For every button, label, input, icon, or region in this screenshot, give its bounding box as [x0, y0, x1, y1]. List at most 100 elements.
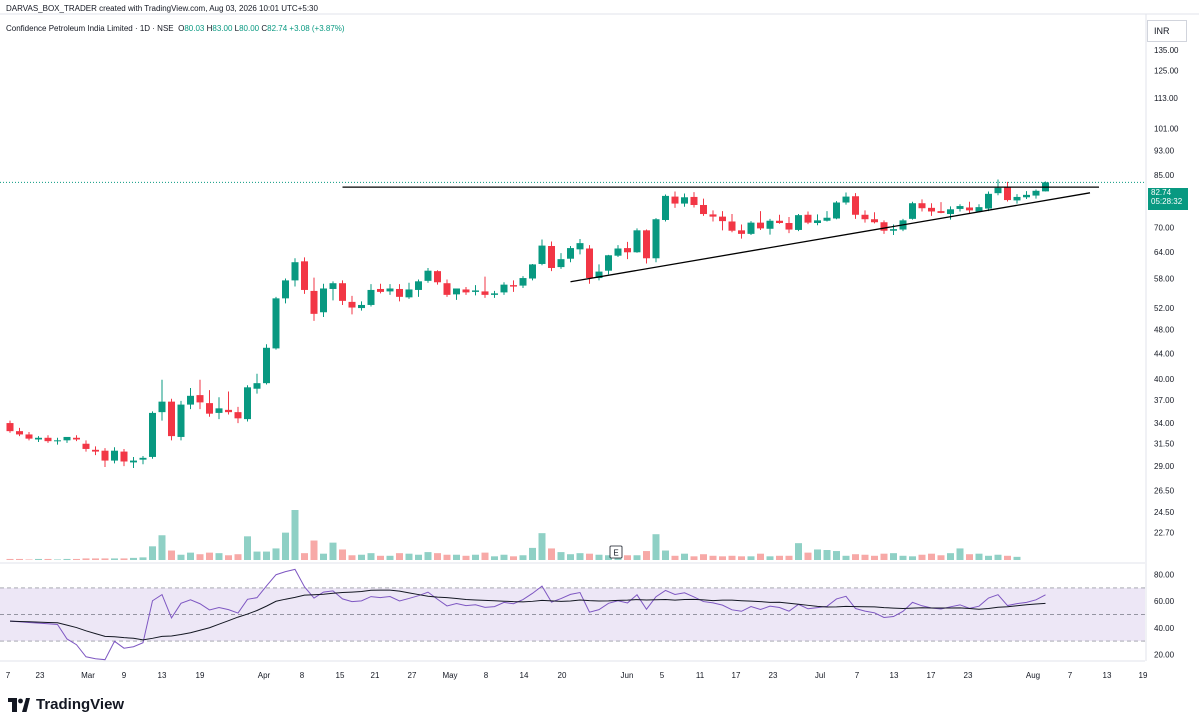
candle-body[interactable] — [776, 220, 783, 224]
candle-body[interactable] — [947, 209, 954, 215]
candle-body[interactable] — [481, 291, 489, 295]
candle-body[interactable] — [339, 283, 346, 301]
candle-body[interactable] — [291, 262, 299, 281]
candle-body[interactable] — [643, 230, 650, 259]
candle-body[interactable] — [956, 206, 964, 209]
tradingview-logo[interactable]: TradingView — [8, 696, 124, 713]
candle-body[interactable] — [586, 248, 593, 279]
candle-body[interactable] — [320, 288, 327, 313]
candle-body[interactable] — [187, 395, 194, 405]
candle-body[interactable] — [833, 202, 840, 219]
candle-body[interactable] — [44, 437, 52, 442]
candle-body[interactable] — [73, 437, 80, 440]
candle-body[interactable] — [728, 221, 736, 231]
candle-body[interactable] — [757, 222, 764, 229]
candle-body[interactable] — [700, 204, 707, 215]
symbol-legend[interactable]: Confidence Petroleum India Limited · 1D … — [6, 24, 345, 33]
candle-body[interactable] — [6, 423, 14, 432]
candle-body[interactable] — [966, 207, 973, 211]
candle-body[interactable] — [890, 229, 897, 231]
candle-body[interactable] — [101, 450, 109, 461]
candle-body[interactable] — [282, 280, 289, 299]
candle-body[interactable] — [519, 278, 527, 286]
candle-body[interactable] — [747, 222, 755, 234]
currency-unit-button[interactable]: INR — [1147, 20, 1187, 42]
candle-body[interactable] — [35, 437, 42, 440]
candle-body[interactable] — [861, 214, 869, 220]
candle-body[interactable] — [130, 460, 137, 463]
candle-body[interactable] — [1004, 186, 1011, 201]
candle-body[interactable] — [415, 281, 422, 290]
candle-body[interactable] — [1023, 194, 1030, 198]
candle-body[interactable] — [614, 248, 622, 256]
candle-body[interactable] — [177, 404, 185, 437]
candle-body[interactable] — [681, 197, 688, 204]
candle-body[interactable] — [25, 434, 33, 439]
candle-body[interactable] — [244, 387, 251, 420]
candle-body[interactable] — [253, 383, 261, 389]
candle-body[interactable] — [994, 187, 1002, 194]
candle-body[interactable] — [595, 271, 603, 279]
candle-body[interactable] — [377, 288, 384, 292]
candle-body[interactable] — [225, 409, 232, 413]
candle-body[interactable] — [329, 283, 337, 289]
candle-body[interactable] — [985, 193, 992, 209]
candle-body[interactable] — [766, 220, 774, 229]
candle-body[interactable] — [624, 248, 631, 253]
candle-body[interactable] — [814, 220, 821, 224]
candle-body[interactable] — [795, 215, 802, 230]
candle-body[interactable] — [1032, 190, 1040, 196]
candle-body[interactable] — [510, 285, 517, 287]
candle-body[interactable] — [671, 196, 679, 204]
candle-body[interactable] — [538, 245, 546, 264]
candle-body[interactable] — [310, 290, 318, 314]
candle-body[interactable] — [367, 289, 375, 305]
candle-body[interactable] — [92, 449, 99, 452]
candle-body[interactable] — [234, 412, 242, 419]
candle-body[interactable] — [158, 401, 166, 413]
candle-body[interactable] — [358, 304, 365, 309]
candle-body[interactable] — [709, 214, 717, 217]
candle-body[interactable] — [396, 288, 403, 297]
candle-body[interactable] — [975, 207, 983, 212]
candle-body[interactable] — [168, 401, 175, 437]
candle-body[interactable] — [434, 271, 441, 283]
candle-body[interactable] — [139, 457, 147, 460]
candle-body[interactable] — [111, 450, 118, 461]
candle-body[interactable] — [149, 412, 156, 457]
candle-body[interactable] — [453, 288, 460, 295]
candle-body[interactable] — [937, 211, 945, 213]
candle-body[interactable] — [918, 203, 926, 209]
candle-body[interactable] — [529, 264, 536, 279]
candle-body[interactable] — [662, 195, 669, 220]
candle-body[interactable] — [63, 436, 71, 441]
candle-body[interactable] — [54, 440, 61, 442]
candle-body[interactable] — [548, 246, 555, 268]
candle-body[interactable] — [633, 230, 641, 253]
candle-body[interactable] — [690, 196, 698, 205]
candle-body[interactable] — [462, 289, 470, 293]
candle-body[interactable] — [852, 196, 859, 215]
candle-body[interactable] — [472, 290, 479, 292]
candle-body[interactable] — [909, 203, 916, 219]
candle-body[interactable] — [263, 347, 270, 384]
candle-body[interactable] — [842, 196, 850, 203]
candle-body[interactable] — [386, 288, 394, 292]
candle-body[interactable] — [928, 207, 935, 212]
candle-body[interactable] — [652, 219, 660, 259]
candle-body[interactable] — [405, 289, 413, 298]
candle-body[interactable] — [120, 451, 128, 462]
earnings-marker[interactable] — [609, 545, 623, 559]
candle-body[interactable] — [196, 395, 204, 403]
candle-body[interactable] — [424, 270, 432, 281]
candle-body[interactable] — [206, 403, 213, 414]
candle-body[interactable] — [16, 431, 23, 435]
candle-body[interactable] — [823, 217, 831, 221]
candle-body[interactable] — [215, 408, 223, 413]
candle-body[interactable] — [871, 219, 878, 223]
candle-body[interactable] — [500, 284, 508, 293]
candle-body[interactable] — [1013, 196, 1021, 201]
candle-body[interactable] — [605, 255, 612, 271]
candle-body[interactable] — [567, 248, 574, 259]
candle-body[interactable] — [272, 298, 280, 349]
